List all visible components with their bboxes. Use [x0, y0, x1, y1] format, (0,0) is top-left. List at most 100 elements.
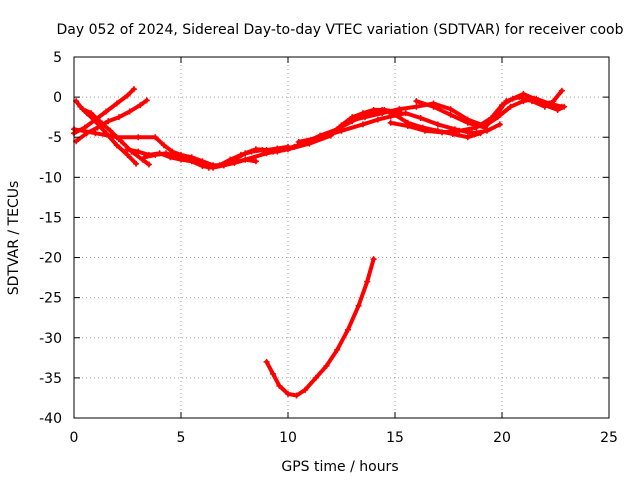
- data-point: [152, 134, 159, 141]
- data-point: [259, 147, 266, 154]
- grid: [74, 57, 609, 418]
- series-arc-13: [413, 87, 565, 131]
- data-point: [252, 158, 259, 165]
- data-point: [113, 142, 120, 149]
- y-tick-label: -5: [48, 130, 62, 146]
- data-point: [370, 256, 377, 263]
- data-point: [317, 134, 324, 141]
- data-point: [285, 390, 291, 397]
- data-point: [550, 98, 557, 105]
- data-point: [115, 114, 122, 121]
- x-tick-label: 25: [600, 430, 618, 446]
- data-point: [554, 106, 561, 113]
- data-point: [447, 106, 454, 113]
- data-point: [135, 134, 142, 141]
- data-point: [528, 98, 535, 105]
- data-point: [248, 148, 255, 155]
- data-point: [118, 138, 125, 145]
- data-point: [355, 302, 362, 309]
- data-point: [402, 110, 409, 117]
- data-point: [242, 156, 249, 163]
- data-point: [205, 164, 212, 171]
- y-tick-label: -15: [39, 210, 62, 226]
- axes: 0 5 10 15 20 25 5 0 -5 -10 -15 -20 -25 -30 -35 -40: [39, 50, 618, 446]
- data-point: [274, 148, 281, 155]
- data-point: [541, 103, 548, 110]
- data-point: [237, 151, 244, 158]
- data-point: [173, 153, 180, 160]
- data-point: [447, 111, 454, 118]
- data-point: [494, 110, 501, 117]
- data-point: [417, 114, 424, 121]
- data-point: [387, 119, 394, 126]
- data-point: [137, 102, 144, 109]
- y-tick-label: -35: [39, 371, 62, 387]
- data-point: [359, 121, 366, 128]
- data-point: [344, 326, 351, 333]
- data-point: [293, 392, 300, 399]
- data-point: [141, 154, 148, 161]
- data-point: [338, 127, 345, 134]
- data-point: [124, 92, 131, 99]
- data-point: [430, 103, 437, 110]
- y-tick-label: -10: [39, 170, 62, 186]
- data-point: [362, 114, 369, 121]
- data-point: [276, 382, 283, 389]
- data-point: [302, 386, 309, 393]
- data-point: [312, 374, 319, 381]
- data-point: [344, 118, 351, 125]
- data-point: [507, 103, 514, 110]
- data-point: [135, 148, 142, 155]
- data-point: [520, 90, 527, 97]
- data-point: [396, 106, 403, 113]
- chart-title: Day 052 of 2024, Sidereal Day-to-day VTE…: [57, 22, 624, 38]
- data-point: [439, 129, 446, 136]
- data-point: [464, 119, 471, 126]
- data-layer: [71, 86, 568, 399]
- data-point: [184, 156, 191, 163]
- x-tick-label: 15: [386, 430, 404, 446]
- y-axis-label: SDTVAR / TECUs: [6, 181, 22, 296]
- data-point: [469, 130, 476, 137]
- data-point: [334, 346, 341, 353]
- data-point: [503, 98, 510, 105]
- x-tick-label: 20: [493, 430, 511, 446]
- data-point: [88, 110, 95, 117]
- data-point: [484, 127, 491, 134]
- y-tick-label: 0: [53, 90, 62, 106]
- data-point: [92, 130, 99, 137]
- data-point: [96, 118, 103, 125]
- data-point: [558, 87, 565, 94]
- data-point: [145, 161, 152, 168]
- data-point: [79, 106, 86, 113]
- data-point: [126, 108, 133, 115]
- x-axis-label: GPS time / hours: [281, 459, 398, 475]
- data-point: [130, 86, 137, 93]
- data-point: [113, 100, 120, 107]
- data-point: [561, 103, 568, 110]
- data-point: [387, 113, 394, 120]
- y-tick-label: -20: [39, 251, 62, 267]
- data-point: [327, 130, 334, 137]
- data-point: [516, 94, 523, 101]
- data-point: [220, 162, 227, 169]
- plot-frame: [73, 56, 610, 419]
- x-tick-label: 0: [70, 430, 79, 446]
- data-point: [143, 97, 150, 104]
- data-point: [152, 151, 159, 158]
- x-tick-label: 10: [279, 430, 297, 446]
- data-point: [404, 122, 411, 129]
- data-point: [434, 121, 441, 128]
- data-point: [270, 370, 277, 377]
- data-point: [113, 134, 120, 141]
- series-line: [414, 88, 564, 130]
- data-point: [481, 124, 488, 131]
- data-point: [160, 142, 167, 149]
- y-tick-label: -30: [39, 331, 62, 347]
- data-point: [364, 278, 371, 285]
- data-point: [421, 127, 428, 134]
- data-point: [323, 362, 330, 369]
- data-point: [103, 108, 110, 115]
- data-point: [263, 358, 270, 365]
